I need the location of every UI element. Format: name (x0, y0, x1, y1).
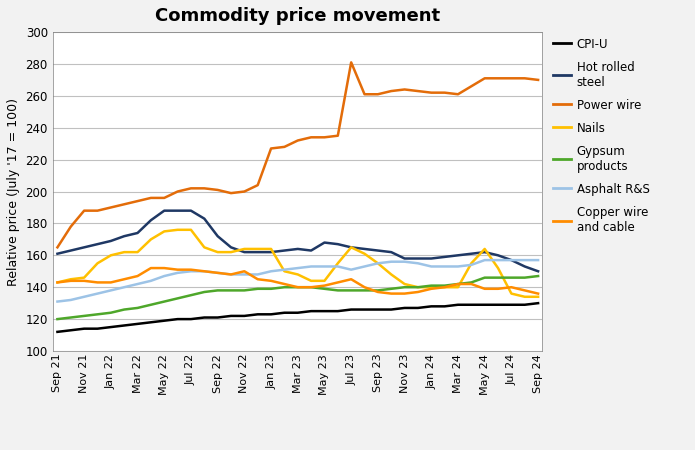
Title: Commodity price movement: Commodity price movement (155, 7, 441, 25)
Y-axis label: Relative price (July '17 = 100): Relative price (July '17 = 100) (7, 98, 20, 286)
Legend: CPI-U, Hot rolled
steel, Power wire, Nails, Gypsum
products, Asphalt R&S, Copper: CPI-U, Hot rolled steel, Power wire, Nai… (553, 38, 649, 234)
